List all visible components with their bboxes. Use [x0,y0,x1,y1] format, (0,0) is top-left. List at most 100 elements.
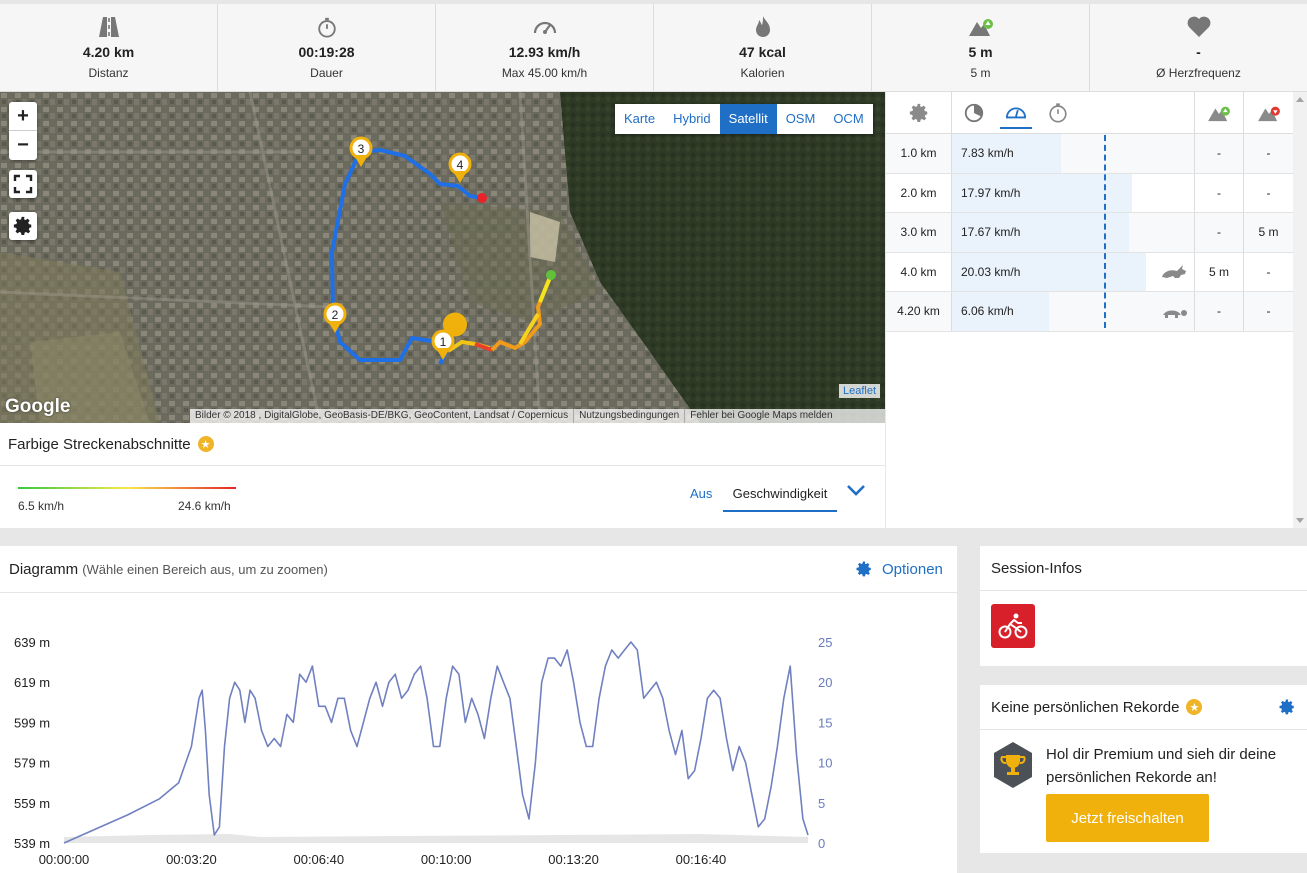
map-type-osm[interactable]: OSM [785,111,816,126]
stat-label: Kalorien [740,66,785,80]
x-tick: 00:13:20 [548,852,599,867]
turtle-icon [1159,302,1189,323]
split-speed-cell: 7.83 km/h [952,134,1195,173]
split-elevation-up: 5 m [1195,252,1244,291]
y-left-tick: 619 m [14,675,50,690]
split-speed: 17.97 km/h [961,185,1021,200]
zoom-in-button[interactable]: + [9,102,37,131]
records-title-text: Keine persönlichen Rekorde [991,698,1180,716]
y-right-tick: 0 [818,836,825,851]
y-right-tick: 5 [818,796,825,811]
map-type-hybrid[interactable]: Hybrid [673,111,711,126]
split-speed-bar [952,292,1050,331]
split-elevation-down: 5 m [1258,225,1279,240]
x-tick: 00:06:40 [293,852,344,867]
x-tick: 00:00:00 [39,852,90,867]
map-type-karte[interactable]: Karte [624,111,656,126]
gear-icon [856,561,871,577]
y-left-tick: 539 m [14,836,50,851]
split-speed-bar [952,213,1130,252]
zoom-out-button[interactable]: − [17,134,29,156]
speedometer-icon [532,14,558,40]
elevation-area [64,834,808,843]
report-error-link[interactable]: Fehler bei Google Maps melden [690,410,833,421]
fullscreen-button[interactable] [9,170,37,198]
stat-value: - [1196,44,1201,60]
stopwatch-icon [1049,102,1067,123]
premium-star-icon: ★ [1186,699,1203,715]
y-right-tick: 25 [818,635,832,650]
table-row: 2.0 km 17.97 km/h - - [886,173,1293,213]
records-settings-button[interactable] [1278,698,1296,721]
speed-elevation-chart[interactable]: 639 m 619 m 599 m 579 m 559 m 539 m 25 20 15 10 5 0… [0,594,957,873]
road-icon [96,14,122,40]
stat-speed: 12.93 km/h Max 45.00 km/h [436,4,654,91]
split-distance: 2.0 km [886,173,952,212]
stat-duration: 00:19:28 Dauer [218,4,436,91]
y-right-tick: 15 [818,715,832,730]
y-right-tick: 10 [818,756,832,771]
stat-value: 00:19:28 [298,44,355,60]
stat-heartrate: - Ø Herzfrequenz [1090,4,1307,91]
split-speed: 7.83 km/h [961,146,1014,160]
col-elevation-down [1244,92,1293,133]
diagram-options-button[interactable]: Optionen [855,560,943,578]
stats-bar: 4.20 km Distanz 00:19:28 Dauer 12.93 km/… [0,4,1307,92]
map-type-satellit[interactable]: Satellit [719,104,777,134]
y-right-tick: 20 [818,675,832,690]
segments-title-text: Farbige Streckenabschnitte [8,435,191,453]
session-title: Session-Infos [980,546,1307,591]
flame-icon [750,14,776,40]
map-marker: 2 [332,308,339,322]
map-settings-button[interactable] [9,212,37,240]
split-elevation-up: - [1195,173,1244,212]
scroll-down-arrow[interactable] [1296,518,1304,523]
route-map[interactable]: 1 2 3 4 [0,92,885,423]
diagram-title: Diagramm (Wähle einen Bereich aus, um zu… [0,546,957,593]
split-speed-bar [952,134,1062,173]
unlock-premium-button[interactable]: Jetzt freischalten [1046,794,1209,842]
tab-time[interactable] [1042,97,1074,129]
splits-scrollbar[interactable] [1293,92,1307,528]
split-speed-bar [952,252,1147,291]
stat-value: 12.93 km/h [508,44,581,60]
speedometer-icon [1005,106,1027,118]
split-elevation-up: - [1195,134,1244,173]
gradient-min-label: 6.5 km/h [18,499,65,513]
y-left-tick: 599 m [14,715,50,730]
y-left-tick: 579 m [14,756,50,771]
split-distance: 3.0 km [886,213,952,252]
tab-speed[interactable] [1000,97,1032,129]
elevation-up-icon [968,14,994,40]
split-distance: 4.20 km [886,292,952,331]
leaflet-link[interactable]: Leaflet [839,384,881,398]
records-title: Keine persönlichen Rekorde ★ [980,685,1307,730]
stopwatch-icon [314,14,340,40]
map-marker: 4 [457,158,464,172]
terms-link[interactable]: Nutzungsbedingungen [574,409,686,423]
stat-label: Ø Herzfrequenz [1156,66,1241,80]
segments-title: Farbige Streckenabschnitte ★ [0,423,885,466]
tab-pace[interactable] [958,97,990,129]
segments-selected-option[interactable]: Geschwindigkeit [723,476,837,512]
table-row: 4.20 km 6.06 km/h - - [886,292,1293,332]
map-attribution: Bilder © 2018 , DigitalGlobe, GeoBasis-D… [190,409,885,423]
stat-value: 5 m [968,44,993,60]
map-type-ocm[interactable]: OCM [833,111,864,126]
stat-label: Distanz [88,66,129,80]
table-row: 3.0 km 17.67 km/h -5 m [886,213,1293,253]
attribution-text: Bilder © 2018 , DigitalGlobe, GeoBasis-D… [190,409,575,423]
x-tick: 00:10:00 [421,852,472,867]
segments-dropdown-button[interactable] [846,483,866,502]
zoom-control: + − [9,102,37,160]
split-speed-cell: 20.03 km/h [952,252,1195,291]
scroll-up-arrow[interactable] [1296,97,1304,102]
split-distance: 4.0 km [886,252,952,291]
split-elevation-down: - [1266,304,1271,319]
split-elevation-up: - [1195,213,1244,252]
chevron-down-icon [847,485,865,496]
stat-elevation: 5 m 5 m [872,4,1090,91]
segments-off-option[interactable]: Aus [690,486,713,501]
google-logo: Google [5,396,71,417]
splits-settings-button[interactable] [886,92,952,133]
